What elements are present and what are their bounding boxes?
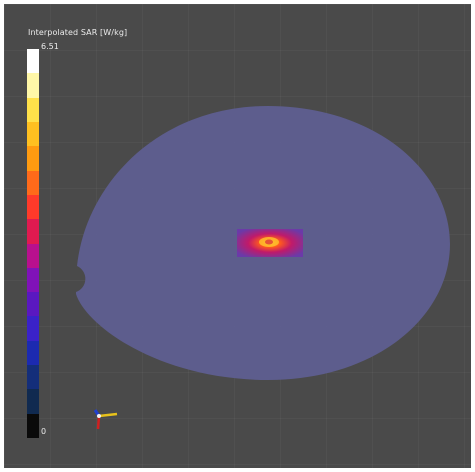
colorbar <box>27 49 39 438</box>
colorbar-segment <box>27 49 39 74</box>
sar-hotspot-center <box>265 239 273 245</box>
orientation-axes-widget <box>93 409 118 430</box>
colorbar-segment <box>27 365 39 390</box>
colorbar-segment <box>27 121 39 147</box>
colorbar-segment <box>27 389 39 414</box>
colorbar-max-label: 6.51 <box>41 42 59 51</box>
colorbar-segment <box>27 267 39 293</box>
sar-3d-viewport[interactable]: Interpolated SAR [W/kg] 6.51 0 <box>4 4 471 468</box>
axis-origin <box>97 414 101 418</box>
colorbar-min-label: 0 <box>41 427 47 436</box>
axis-x-line <box>98 412 118 418</box>
colorbar-segment <box>27 219 39 244</box>
colorbar-segment <box>27 316 39 341</box>
colorbar-segment <box>27 194 39 220</box>
axis-y-line <box>96 415 101 430</box>
colorbar-segment <box>27 73 39 98</box>
colorbar-segment <box>27 243 39 268</box>
colorbar-segment <box>27 97 39 122</box>
colorbar-segment <box>27 340 39 366</box>
colorbar-segment <box>27 146 39 171</box>
colorbar-title: Interpolated SAR [W/kg] <box>28 28 128 37</box>
colorbar-segment <box>27 170 39 195</box>
colorbar-segment <box>27 292 39 317</box>
colorbar-segment <box>27 413 39 438</box>
phantom-render[interactable] <box>4 4 471 468</box>
